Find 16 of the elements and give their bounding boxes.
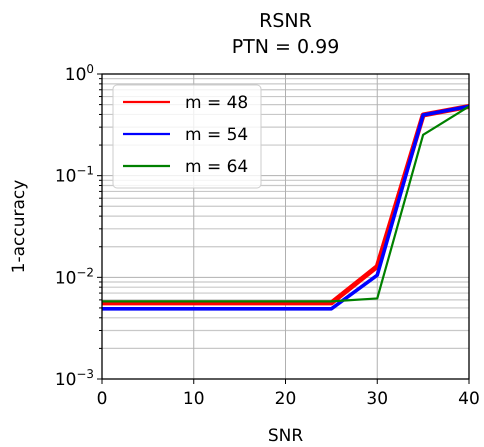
legend-label: m = 64 [185, 157, 248, 177]
y-tick-label: 10$^{0}$ [64, 62, 94, 85]
legend-label: m = 48 [185, 93, 248, 113]
x-axis-title: SNR [268, 426, 304, 446]
y-tick-label: 10$^{−1}$ [54, 164, 94, 187]
legend-label: m = 54 [185, 125, 248, 145]
x-tick-label: 30 [366, 389, 388, 409]
x-tick-label: 10 [182, 389, 205, 409]
x-tick-label: 20 [274, 389, 296, 409]
y-axis-title: 1-accuracy [9, 180, 29, 274]
y-tick-label: 10$^{−3}$ [54, 367, 94, 390]
chart-title: RSNR [259, 10, 312, 32]
x-tick-label: 40 [458, 389, 480, 409]
y-tick-label: 10$^{−2}$ [54, 265, 94, 288]
chart-subtitle: PTN = 0.99 [232, 36, 340, 58]
x-tick-label: 0 [96, 389, 108, 409]
